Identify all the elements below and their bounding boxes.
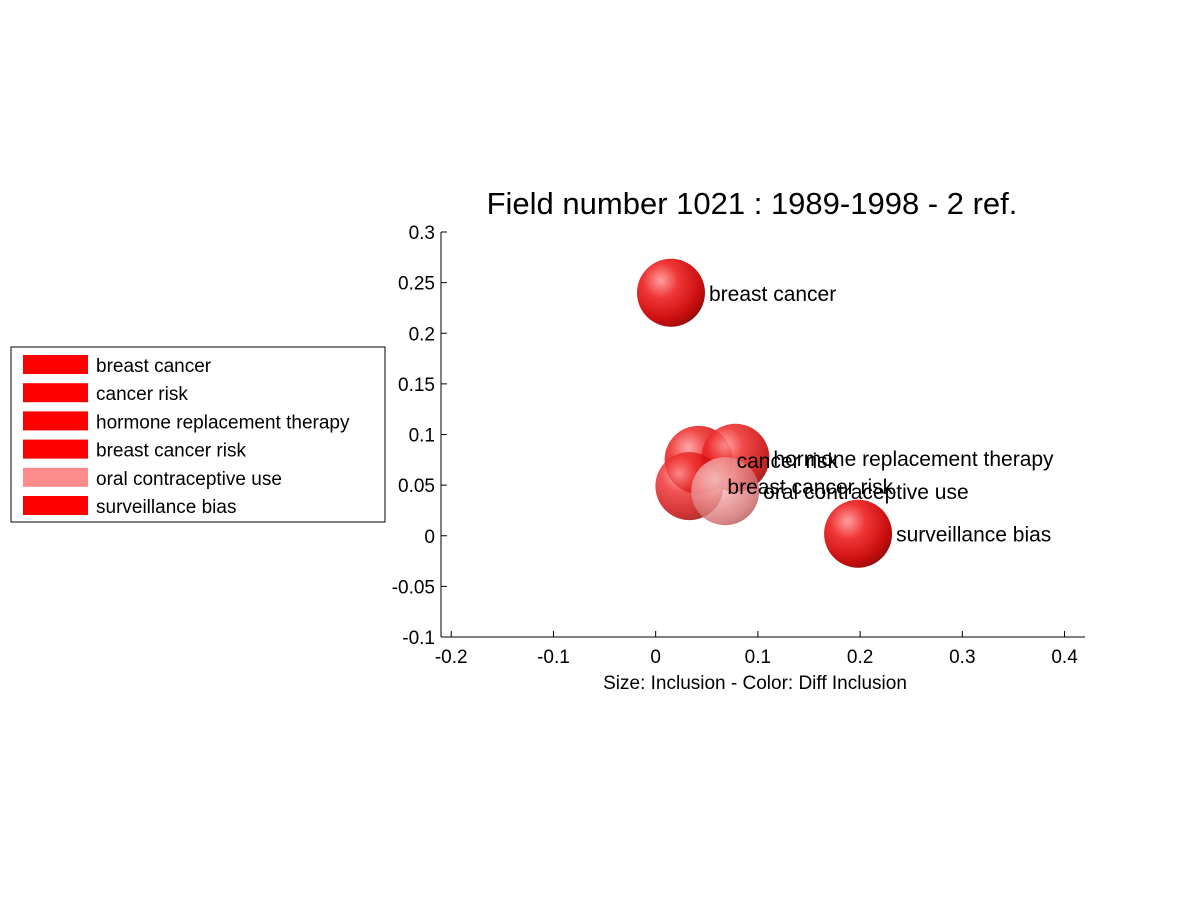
- point-label: surveillance bias: [896, 524, 1051, 547]
- y-tick-label: 0.1: [409, 426, 435, 447]
- y-tick-label: 0: [424, 527, 435, 548]
- legend: breast cancer cancer risk hormone replacem…: [10, 346, 386, 523]
- data-point: [637, 258, 705, 327]
- chart-title: Field number 1021 : 1989-1998 - 2 ref.: [487, 186, 1018, 221]
- x-tick-label: 0.3: [949, 647, 975, 668]
- data-points: [637, 258, 893, 568]
- legend-box: [10, 346, 386, 523]
- y-tick-label: 0.3: [409, 223, 435, 244]
- legend-label: hormone replacement therapy: [96, 412, 350, 433]
- x-tick-label: 0.4: [1051, 647, 1078, 668]
- legend-label: breast cancer: [96, 356, 212, 377]
- x-tick-label: -0.2: [435, 647, 468, 668]
- y-tick-label: 0.2: [409, 324, 435, 345]
- x-tick-label: 0.1: [745, 647, 771, 668]
- legend-swatch: [23, 439, 88, 459]
- legend-swatch: [23, 383, 88, 403]
- legend-swatch: [23, 467, 88, 487]
- point-label: oral contraceptive use: [763, 481, 968, 504]
- x-axis-label: Size: Inclusion - Color: Diff Inclusion: [603, 673, 907, 694]
- x-ticks: -0.2 -0.1 0 0.1 0.2 0.3 0.4: [435, 631, 1078, 668]
- y-tick-label: 0.25: [398, 274, 435, 295]
- legend-label: oral contraceptive use: [96, 469, 282, 490]
- legend-swatch: [23, 411, 88, 431]
- point-label: hormone replacement therapy: [773, 448, 1054, 471]
- y-tick-label: 0.15: [398, 375, 435, 396]
- legend-label: surveillance bias: [96, 497, 236, 518]
- data-point: [691, 457, 760, 526]
- legend-label: cancer risk: [96, 384, 188, 405]
- point-label: breast cancer: [709, 283, 836, 306]
- legend-swatch: [23, 355, 88, 374]
- x-tick-label: 0.2: [847, 647, 873, 668]
- legend-items: breast cancer cancer risk hormone replacem…: [23, 355, 350, 518]
- x-tick-label: 0: [650, 647, 661, 668]
- y-tick-label: 0.05: [398, 476, 435, 497]
- data-point: [824, 499, 893, 568]
- x-tick-label: -0.1: [537, 647, 570, 668]
- point-label: cancer risk: [737, 450, 839, 473]
- y-ticks: -0.1 -0.05 0 0.05 0.1 0.15 0.2 0.25 0.3: [392, 223, 447, 649]
- point-label: breast cancer risk: [727, 476, 893, 499]
- legend-label: breast cancer risk: [96, 441, 246, 462]
- y-tick-label: -0.1: [402, 628, 435, 649]
- legend-swatch: [23, 496, 88, 515]
- y-tick-label: -0.05: [392, 577, 435, 598]
